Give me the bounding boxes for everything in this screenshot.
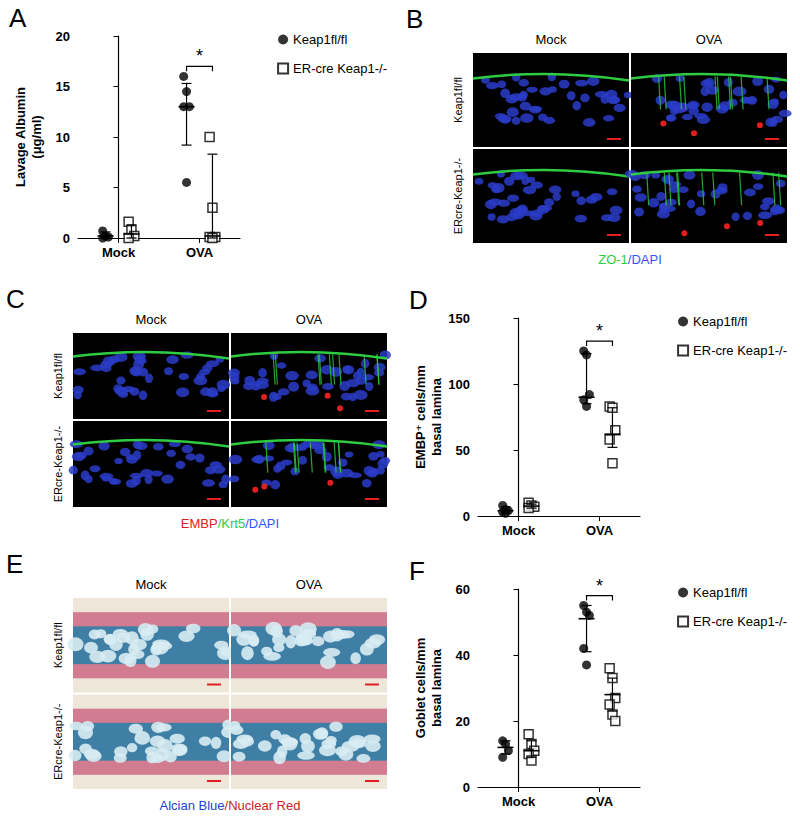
svg-text:20: 20 [56, 29, 70, 44]
svg-text:E: E [6, 549, 23, 579]
svg-text:ERcre-Keap1-/-: ERcre-Keap1-/- [452, 157, 464, 234]
svg-text:OVA: OVA [586, 523, 614, 538]
svg-text:40: 40 [456, 648, 470, 663]
svg-text:Keap1fl/fl: Keap1fl/fl [693, 314, 747, 329]
svg-text:5: 5 [63, 180, 70, 195]
svg-text:150: 150 [448, 311, 470, 326]
svg-text:OVA: OVA [296, 577, 323, 592]
svg-text:C: C [6, 284, 25, 314]
svg-text:basal lamina: basal lamina [429, 377, 444, 456]
svg-text:Mock: Mock [135, 577, 167, 592]
svg-text:ER-cre Keap1-/-: ER-cre Keap1-/- [293, 61, 387, 76]
svg-text:Alcian Blue/Nuclear Red: Alcian Blue/Nuclear Red [160, 798, 301, 813]
svg-text:0: 0 [463, 509, 470, 524]
svg-text:Keap1fl/fl: Keap1fl/fl [452, 77, 464, 123]
svg-text:Mock: Mock [102, 245, 136, 260]
svg-text:50: 50 [456, 443, 470, 458]
svg-text:Mock: Mock [502, 523, 536, 538]
svg-text:15: 15 [56, 79, 70, 94]
svg-text:Mock: Mock [135, 312, 167, 327]
svg-text:D: D [409, 285, 428, 315]
svg-text:*: * [596, 576, 603, 596]
svg-text:OVA: OVA [586, 794, 614, 809]
svg-text:Mock: Mock [502, 794, 536, 809]
svg-text:OVA: OVA [186, 245, 214, 260]
svg-text:100: 100 [448, 377, 470, 392]
svg-text:ERcre-Keap1-/-: ERcre-Keap1-/- [52, 703, 64, 780]
svg-text:ZO-1/DAPI: ZO-1/DAPI [598, 252, 662, 267]
svg-text:ER-cre Keap1-/-: ER-cre Keap1-/- [693, 614, 787, 629]
svg-text:20: 20 [456, 714, 470, 729]
svg-text:60: 60 [456, 582, 470, 597]
svg-text:Keap1fl/fl: Keap1fl/fl [52, 622, 64, 668]
svg-text:OVA: OVA [296, 312, 323, 327]
svg-text:EMBP⁺ cells/mm: EMBP⁺ cells/mm [413, 365, 428, 469]
svg-text:B: B [406, 4, 423, 34]
svg-text:Goblet cells/mm: Goblet cells/mm [413, 638, 428, 738]
svg-text:Lavage Albumin: Lavage Albumin [13, 87, 28, 187]
svg-text:*: * [596, 321, 603, 341]
svg-text:F: F [409, 556, 425, 586]
svg-text:Keap1fl/fl: Keap1fl/fl [693, 585, 747, 600]
svg-text:(μg/ml): (μg/ml) [29, 115, 44, 158]
svg-text:Keap1fl/fl: Keap1fl/fl [52, 353, 64, 399]
svg-text:basal lamina: basal lamina [429, 648, 444, 727]
svg-text:EMBP/Krt5/DAPI: EMBP/Krt5/DAPI [181, 516, 279, 531]
svg-text:0: 0 [463, 780, 470, 795]
svg-text:10: 10 [56, 130, 70, 145]
svg-text:0: 0 [63, 231, 70, 246]
svg-text:ERcre-Keap1-/-: ERcre-Keap1-/- [52, 425, 64, 502]
svg-text:Keap1fl/fl: Keap1fl/fl [293, 32, 347, 47]
svg-text:OVA: OVA [696, 32, 723, 47]
svg-text:*: * [196, 46, 203, 66]
svg-text:ER-cre Keap1-/-: ER-cre Keap1-/- [693, 343, 787, 358]
svg-text:A: A [9, 3, 27, 33]
svg-text:Mock: Mock [535, 32, 567, 47]
